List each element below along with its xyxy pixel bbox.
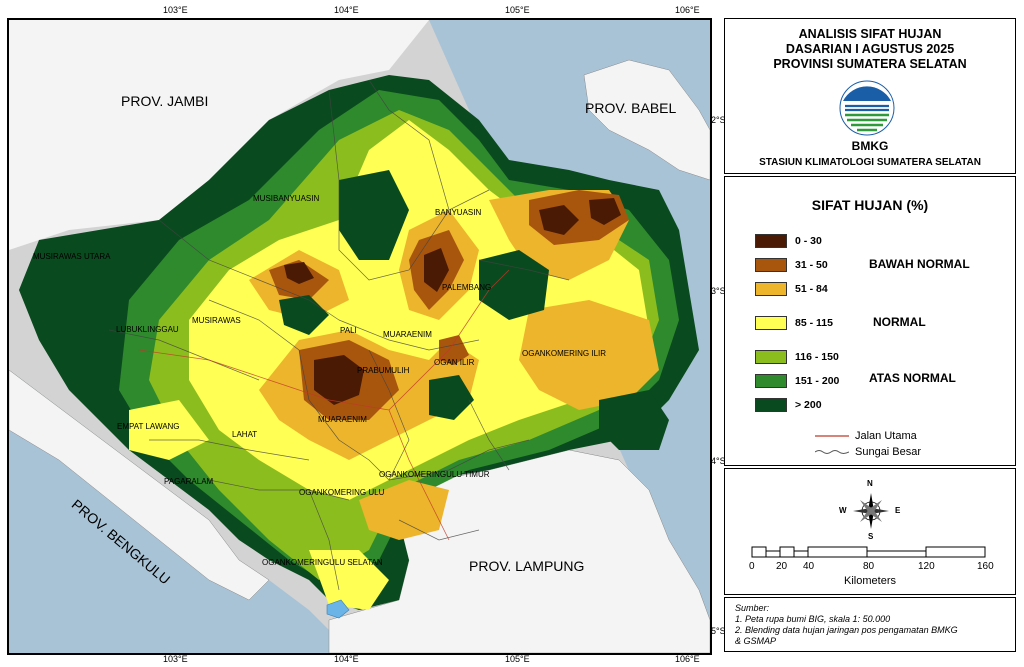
lat-tick: 5°S [711,626,726,636]
legend-swatch [755,350,787,364]
regency-label: MUARAENIM [383,330,432,339]
category-label: NORMAL [873,315,926,329]
source-line: & GSMAP [735,636,777,646]
regency-label: OGANKOMERINGULU SELATAN [262,558,383,567]
regency-label: MUSIBANYUASIN [253,194,320,203]
regency-label: MUSIRAWAS [192,316,241,325]
source-line: 1. Peta rupa bumi BIG, skala 1: 50.000 [735,614,891,624]
legend-item: 116 - 150 [755,349,839,365]
legend-line-label: Jalan Utama [855,430,917,442]
legend-swatch [755,258,787,272]
lon-tick: 104°E [334,5,359,15]
legend-line-label: Sungai Besar [855,446,922,458]
legend-item: 0 - 30 [755,233,822,249]
road-line-icon [815,435,849,437]
regency-label: EMPAT LAWANG [117,422,180,431]
legend-swatch [755,398,787,412]
compass-e: E [895,506,901,515]
legend-item: 51 - 84 [755,281,828,297]
lon-tick: 104°E [334,654,359,664]
category-label: ATAS NORMAL [869,371,956,385]
map-title-line: PROVINSI SUMATERA SELATAN [773,57,967,71]
prov-label: PROV. LAMPUNG [469,558,585,574]
legend-label: 0 - 30 [795,235,822,247]
prov-label: PROV. BABEL [585,100,677,116]
regency-label: MUSIRAWAS UTARA [33,252,111,261]
source-heading: Sumber: [735,603,770,613]
legend-panel: SIFAT HUJAN (%) 0 - 30 31 - 50 51 - 84 8… [724,176,1016,466]
legend-swatch [755,374,787,388]
lat-tick: 4°S [711,456,726,466]
legend-item: > 200 [755,397,822,413]
bmkg-logo-icon [839,80,895,136]
legend-swatch [755,282,787,296]
regency-label: OGAN ILIR [434,358,475,367]
lon-tick: 105°E [505,5,530,15]
legend-item: 85 - 115 [755,315,833,331]
lon-tick: 106°E [675,654,700,664]
legend-item: 31 - 50 [755,257,828,273]
prov-label: PROV. JAMBI [121,93,209,109]
regency-label: PALEMBANG [442,283,492,292]
scale-tick: 40 [803,561,815,572]
scale-tick: 20 [776,561,788,572]
legend-swatch [755,234,787,248]
map-canvas [9,20,710,653]
agency-name: BMKG [851,139,889,153]
scale-panel: N S W E 0 20 40 80 120 160 Kilometers [724,468,1016,595]
legend-label: 151 - 200 [795,375,840,387]
scale-tick: 80 [863,561,875,572]
regency-label: PRABUMULIH [357,366,410,375]
map-frame[interactable]: PROV. JAMBI PROV. BABEL PROV. BENGKULU P… [7,18,712,655]
regency-label: LAHAT [232,430,258,439]
category-label: BAWAH NORMAL [869,257,970,271]
compass-n: N [867,479,873,488]
scale-tick: 120 [918,561,935,572]
compass-w: W [839,506,847,515]
scale-unit: Kilometers [844,575,896,587]
legend-label: 51 - 84 [795,283,828,295]
map-title-line: DASARIAN I AGUSTUS 2025 [785,42,955,56]
legend-label: 85 - 115 [795,317,833,329]
lat-tick: 2°S [711,115,726,125]
source-line: 2. Blending data hujan jaringan pos peng… [735,625,958,635]
legend-label: 116 - 150 [795,351,839,363]
regency-label: OGANKOMERING ULU [299,488,385,497]
station-name: STASIUN KLIMATOLOGI SUMATERA SELATAN [759,157,981,168]
regency-label: OGANKOMERING ILIR [522,349,607,358]
river-line-icon [815,450,849,454]
lon-tick: 106°E [675,5,700,15]
compass-icon [853,493,889,529]
lon-tick: 105°E [505,654,530,664]
lon-tick: 103°E [163,5,188,15]
scale-bar [751,546,986,558]
legend-title: SIFAT HUJAN (%) [811,197,929,213]
title-panel: ANALISIS SIFAT HUJAN DASARIAN I AGUSTUS … [724,18,1016,174]
regency-label: MUARAENIM [318,415,367,424]
compass-s: S [868,532,874,541]
regency-label: OGANKOMERINGULU TIMUR [379,470,490,479]
source-panel: Sumber: 1. Peta rupa bumi BIG, skala 1: … [724,597,1016,652]
legend-label: > 200 [795,399,822,411]
legend-line-item: Jalan Utama [815,430,917,442]
regency-label: PALI [340,326,357,335]
lat-tick: 3°S [711,286,726,296]
scale-tick: 160 [977,561,994,572]
legend-label: 31 - 50 [795,259,828,271]
map-title-line: ANALISIS SIFAT HUJAN [798,27,942,41]
regency-label: PAGARALAM [164,477,214,486]
legend-item: 151 - 200 [755,373,839,389]
legend-swatch [755,316,787,330]
scale-tick: 0 [749,561,755,572]
legend-line-item: Sungai Besar [815,446,921,458]
regency-label: LUBUKLINGGAU [116,325,179,334]
lon-tick: 103°E [163,654,188,664]
regency-label: BANYUASIN [435,208,482,217]
